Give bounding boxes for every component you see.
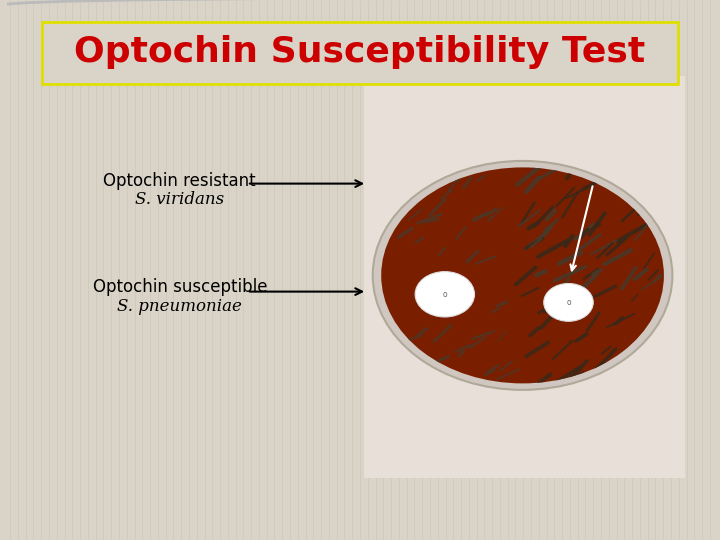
- Text: Optochin Susceptibility Test: Optochin Susceptibility Test: [74, 35, 646, 69]
- Text: o: o: [566, 298, 571, 307]
- Text: Optochin resistant: Optochin resistant: [104, 172, 256, 190]
- Circle shape: [381, 167, 664, 383]
- Circle shape: [544, 284, 593, 321]
- Text: S. viridans: S. viridans: [135, 191, 225, 208]
- Text: S. pneumoniae: S. pneumoniae: [117, 298, 242, 315]
- Circle shape: [373, 161, 672, 390]
- Text: o: o: [443, 290, 447, 299]
- Circle shape: [415, 272, 474, 317]
- Text: Optochin susceptible: Optochin susceptible: [93, 278, 267, 296]
- Bar: [364, 76, 685, 478]
- FancyBboxPatch shape: [42, 22, 678, 84]
